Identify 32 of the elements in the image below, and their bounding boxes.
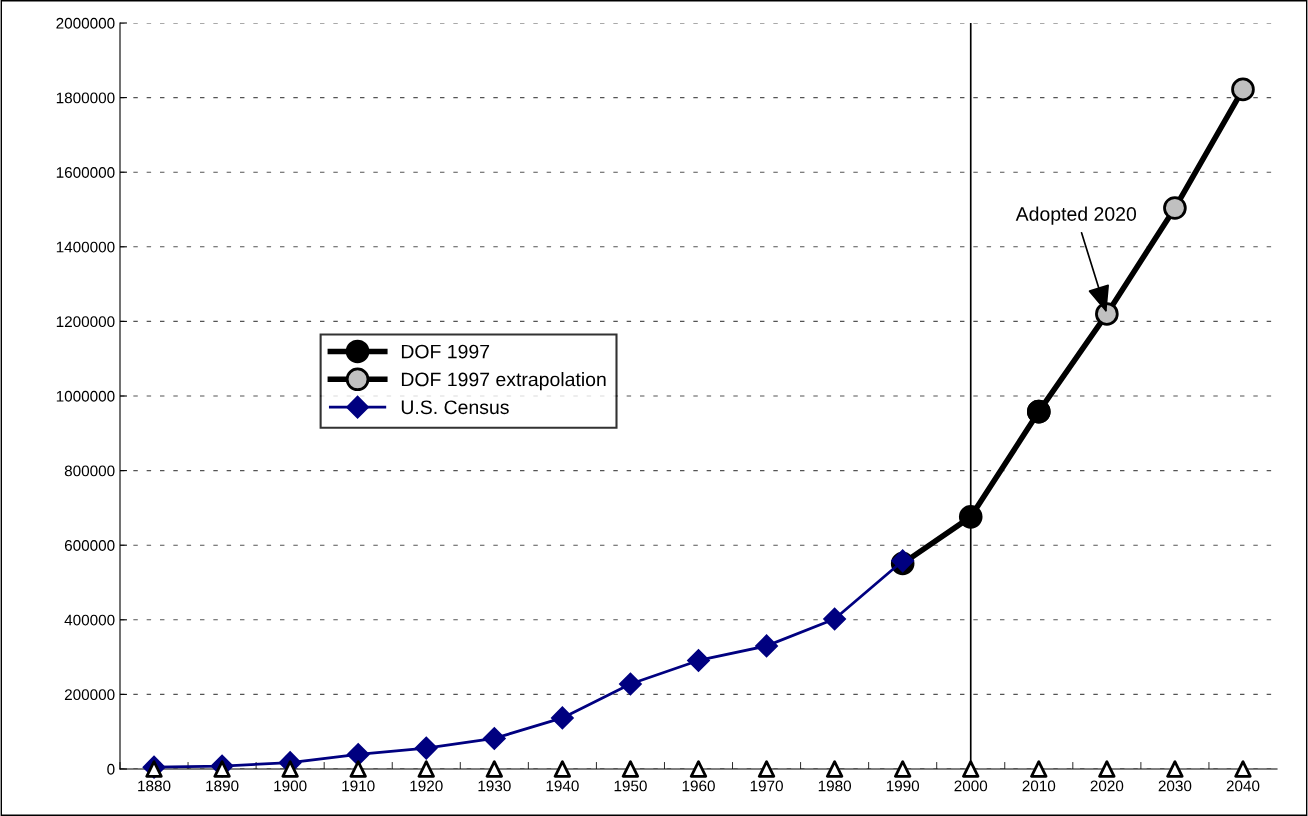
annotation: Adopted 2020 — [1015, 206, 1137, 225]
x-tick-label: 1960 — [682, 780, 715, 792]
y-tick-label: 1600000 — [56, 167, 115, 178]
y-tick-label: 1400000 — [56, 241, 115, 253]
x-tick-label: 1990 — [886, 780, 920, 792]
y-tick-label: 200000 — [64, 689, 115, 701]
x-tick-label: 2000 — [954, 780, 988, 792]
y-tick-label: 2000000 — [56, 17, 115, 29]
x-tick-label: 1930 — [478, 780, 511, 792]
x-tick-label: 1910 — [342, 780, 375, 792]
x-tick-label: 1920 — [410, 780, 443, 792]
x-tick-label: 1900 — [274, 780, 307, 792]
y-tick-label: 1800000 — [56, 92, 115, 104]
x-tick-label: 2020 — [1090, 780, 1124, 792]
legend-label: U.S. Census — [401, 400, 509, 415]
x-tick-label: 2040 — [1226, 780, 1260, 792]
y-tick-label: 1000000 — [56, 390, 115, 402]
x-tick-label: 1890 — [206, 780, 239, 792]
x-tick-label: 2030 — [1158, 780, 1192, 792]
y-tick-label: 800000 — [64, 465, 115, 477]
x-tick-label: 1950 — [614, 780, 647, 792]
y-tick-label: 1200000 — [56, 316, 115, 328]
x-tick-label: 1880 — [138, 780, 171, 792]
x-tick-label: 1940 — [546, 780, 579, 792]
legend-label: DOF 1997 extrapolation — [401, 372, 606, 391]
legend-label: DOF 1997 — [401, 344, 490, 359]
y-tick-label: 400000 — [64, 614, 115, 626]
x-tick-label: 2010 — [1022, 780, 1056, 792]
y-tick-label: 600000 — [64, 540, 115, 551]
x-tick-label: 1980 — [818, 780, 852, 792]
x-tick-label: 1970 — [750, 780, 783, 792]
y-tick-label: 0 — [107, 763, 115, 775]
